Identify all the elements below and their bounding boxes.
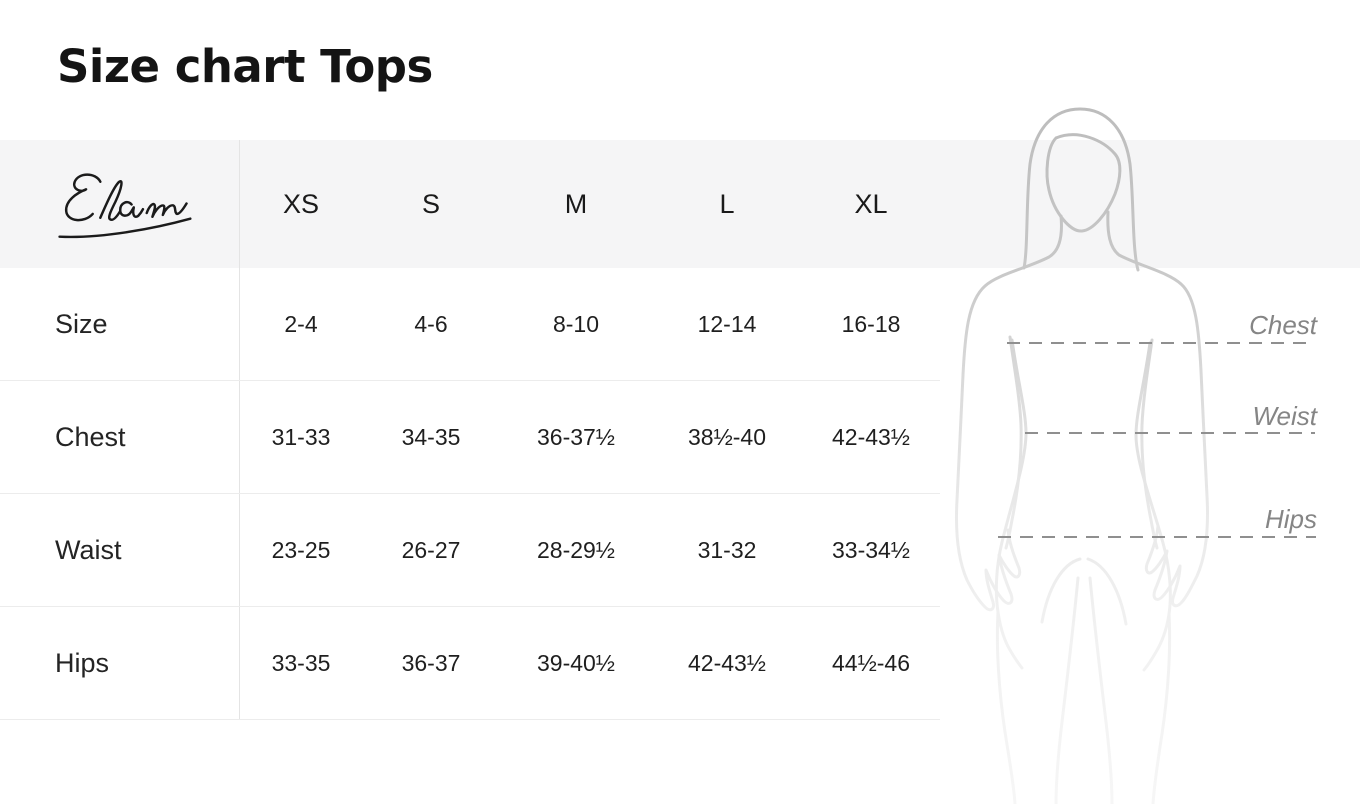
right-shoulder-arm-outline — [1106, 210, 1209, 608]
column-header-s: S — [421, 188, 440, 219]
table-cell: 23-25 — [271, 536, 331, 563]
table-cell: 39-40½ — [536, 649, 615, 676]
size-table-header-row: XS S M L XL — [0, 140, 940, 268]
row-label-size: Size — [0, 268, 240, 380]
table-cell: 36-37 — [401, 649, 461, 676]
right-leg-inner-line — [1088, 576, 1114, 804]
brand-logo-signature — [58, 173, 192, 239]
column-header-m: M — [564, 188, 588, 219]
table-row-size: Size 2-4 4-6 8-10 12-14 16-18 — [0, 268, 940, 381]
column-header-xl: XL — [854, 188, 888, 219]
table-cell: 42-43½ — [831, 423, 910, 450]
row-label-waist: Waist — [0, 494, 240, 606]
table-cell: 26-27 — [401, 536, 461, 563]
body-silhouette-illustration — [955, 107, 1209, 804]
table-cell: 16-18 — [841, 310, 901, 337]
right-torso-line — [1134, 341, 1172, 672]
column-header-xs: XS — [282, 188, 320, 219]
table-cell: 12-14 — [697, 310, 757, 337]
right-thigh-top-line — [1086, 557, 1128, 626]
table-row-hips: Hips 33-35 36-37 39-40½ 42-43½ 44½-46 — [0, 607, 940, 720]
table-cell: 4-6 — [414, 310, 448, 337]
left-shoulder-arm-outline — [955, 214, 1063, 612]
table-cell: 33-34½ — [831, 536, 910, 563]
right-leg-outer-line — [1151, 612, 1172, 804]
left-thigh-top-line — [1040, 557, 1082, 624]
table-cell: 33-35 — [271, 649, 331, 676]
left-inner-arm-line — [1004, 335, 1023, 550]
face-outline — [1045, 133, 1122, 233]
table-cell: 34-35 — [401, 423, 461, 450]
right-inner-arm-line — [1140, 338, 1159, 550]
waist-measure-label: Weist — [1252, 401, 1317, 431]
logo-letter-a — [118, 200, 145, 219]
table-cell: 44½-46 — [831, 649, 910, 676]
logo-underline — [58, 217, 192, 239]
table-cell: 31-32 — [697, 536, 757, 563]
logo-letter-e — [64, 173, 102, 222]
table-cell: 8-10 — [552, 310, 600, 337]
brand-logo-cell — [0, 140, 240, 268]
chest-measure-label: Chest — [1249, 310, 1317, 340]
table-cell: 36-37½ — [536, 423, 615, 450]
table-row-chest: Chest 31-33 34-35 36-37½ 38½-40 42-43½ — [0, 381, 940, 494]
hips-measure-line — [998, 536, 1316, 538]
left-leg-outer-line — [995, 610, 1017, 804]
waist-measure-line — [1025, 432, 1315, 434]
chest-measure-line — [1007, 342, 1315, 344]
column-header-l: L — [719, 188, 735, 219]
table-cell: 31-33 — [271, 423, 331, 450]
table-cell: 2-4 — [284, 310, 318, 337]
table-row-waist: Waist 23-25 26-27 28-29½ 31-32 33-34½ — [0, 494, 940, 607]
left-torso-line — [994, 338, 1028, 670]
table-cell: 38½-40 — [687, 423, 766, 450]
hair-outline — [1022, 107, 1140, 272]
size-table: XS S M L XL Size 2-4 4-6 8-10 12-14 16-1… — [0, 140, 940, 720]
row-label-chest: Chest — [0, 381, 240, 493]
logo-letter-n — [145, 202, 188, 219]
logo-letter-l — [99, 179, 123, 221]
left-leg-inner-line — [1054, 576, 1080, 804]
page-title: Size chart Tops — [57, 40, 433, 93]
table-cell: 42-43½ — [687, 649, 766, 676]
hips-measure-label: Hips — [1264, 504, 1317, 534]
table-cell: 28-29½ — [536, 536, 615, 563]
row-label-hips: Hips — [0, 607, 240, 719]
